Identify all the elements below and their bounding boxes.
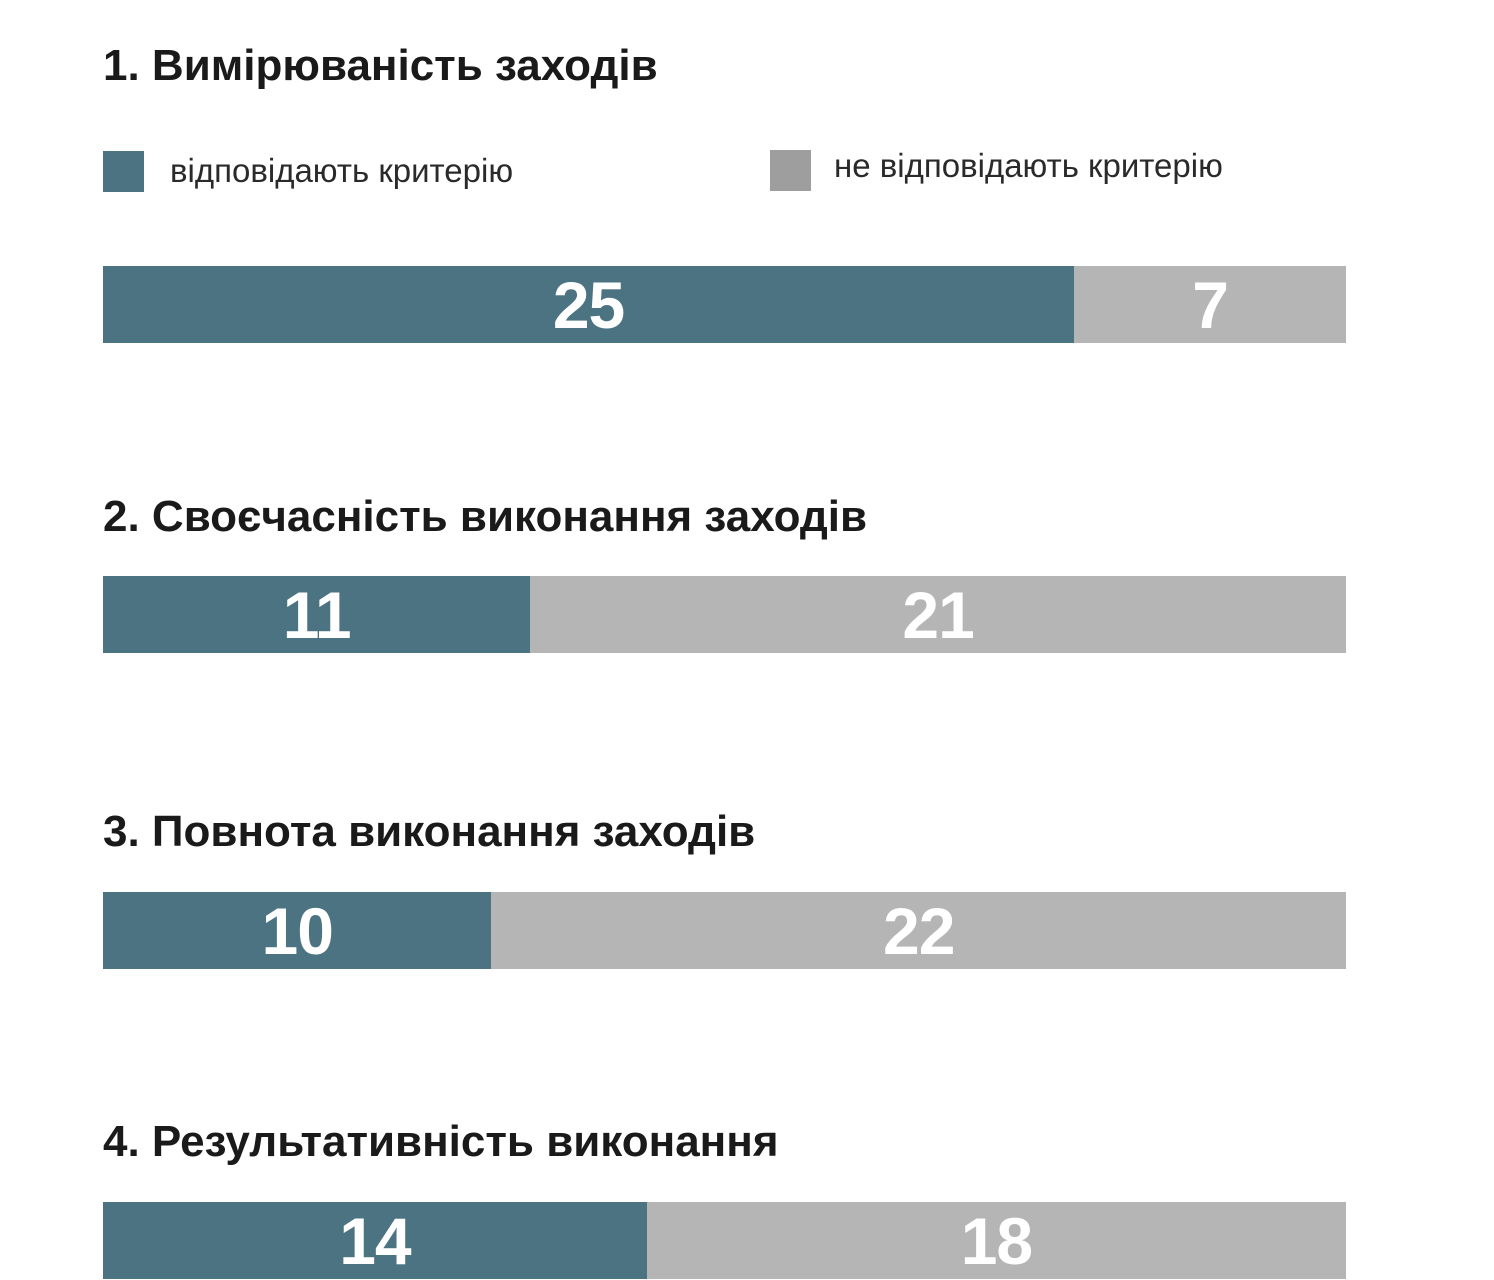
bar-3-not-meets-value: 22 bbox=[883, 893, 955, 968]
bar-4-meets-segment: 14 bbox=[103, 1202, 647, 1279]
legend-label-not-meets: не відповідають критерію bbox=[834, 147, 1223, 184]
chart-title-3: 3. Повнота виконання заходів bbox=[103, 807, 756, 856]
bar-2-meets-segment: 11 bbox=[103, 576, 531, 653]
legend-swatch-not-meets bbox=[770, 149, 811, 191]
bar-2-not-meets-value: 21 bbox=[902, 577, 974, 652]
bar-3-meets-segment: 10 bbox=[103, 892, 492, 969]
bar-1-not-meets-segment: 7 bbox=[1074, 266, 1346, 343]
legend-swatch-meets bbox=[103, 150, 144, 192]
bar-1-meets-segment: 25 bbox=[103, 266, 1075, 343]
bar-1-not-meets-value: 7 bbox=[1192, 267, 1229, 342]
bar-row-2: 11 21 bbox=[103, 576, 1346, 653]
bar-2-meets-value: 11 bbox=[282, 577, 352, 652]
chart-title-1: 1. Вимірюваність заходів bbox=[103, 41, 658, 90]
legend-meets: відповідають критерію bbox=[103, 150, 514, 192]
bar-4-not-meets-segment: 18 bbox=[646, 1202, 1346, 1279]
bar-1-meets-value: 25 bbox=[552, 267, 625, 342]
bar-row-3: 10 22 bbox=[103, 892, 1346, 969]
bar-3-meets-value: 10 bbox=[261, 893, 334, 968]
bar-3-not-meets-segment: 22 bbox=[491, 892, 1346, 969]
legend-not-meets: не відповідають критерію bbox=[770, 147, 1223, 191]
bar-4-not-meets-value: 18 bbox=[960, 1203, 1033, 1278]
legend-label-meets: відповідають критерію bbox=[170, 152, 514, 189]
bar-row-4: 14 18 bbox=[103, 1202, 1346, 1279]
bar-2-not-meets-segment: 21 bbox=[530, 576, 1346, 653]
chart-title-4: 4. Результативність виконання bbox=[103, 1117, 779, 1166]
bar-row-1: 25 7 bbox=[103, 266, 1346, 343]
chart-title-2: 2. Своєчасність виконання заходів bbox=[103, 492, 868, 541]
bar-4-meets-value: 14 bbox=[339, 1203, 411, 1278]
